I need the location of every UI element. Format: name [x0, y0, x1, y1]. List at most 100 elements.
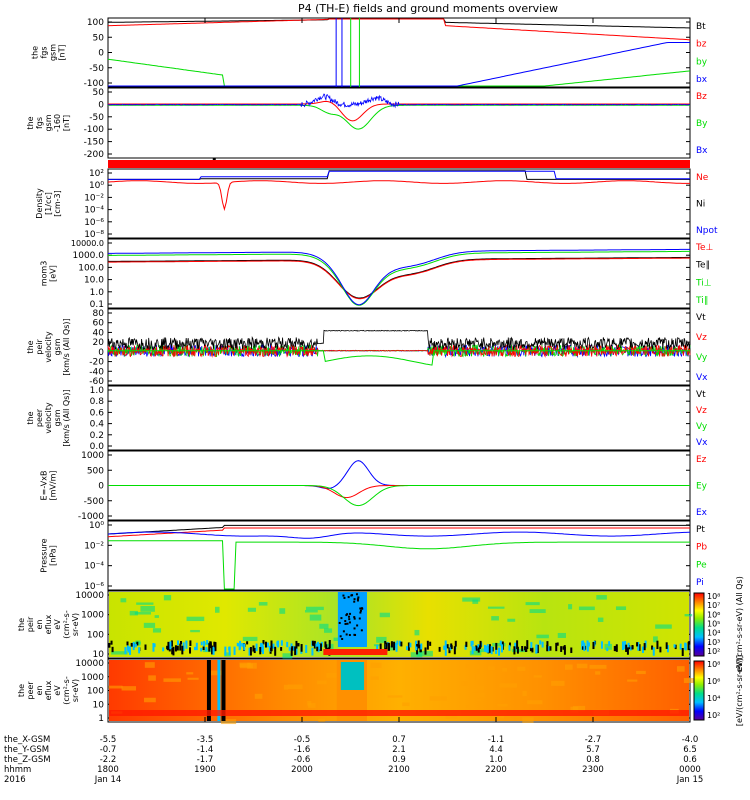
series-ti	[108, 250, 690, 306]
spectrogram-cell	[167, 641, 170, 650]
spectrogram-cell	[262, 640, 265, 645]
spectrogram-band	[337, 592, 367, 647]
spectrogram-cell	[344, 622, 347, 625]
legend-entry: Ez	[696, 455, 707, 465]
tick-label: 0.4	[90, 420, 105, 430]
tick-label: 1000	[81, 611, 104, 621]
spectrogram-cell	[342, 630, 345, 633]
spectrogram-cell	[429, 696, 447, 701]
x-value: 0.9	[392, 755, 406, 765]
spectrogram-cell	[189, 647, 192, 654]
x-row-label: 2016	[4, 775, 26, 785]
spectrogram-cell	[652, 647, 655, 656]
y-axis-label: Density [1/cc] [cm-3]	[35, 188, 62, 219]
spectrogram-cell	[450, 643, 453, 648]
spectrogram-cell	[209, 643, 212, 649]
spectrogram-cell	[629, 646, 632, 651]
spectrogram-cell	[529, 609, 546, 614]
legend-entry: bx	[696, 75, 708, 85]
series-te-perp	[108, 257, 690, 300]
spectrogram-cell	[203, 640, 206, 647]
tick-label: 0.1	[90, 300, 104, 310]
colorbar-tick: 10⁴	[707, 629, 720, 638]
spectrogram-cell	[353, 617, 356, 620]
spectrogram-cell	[556, 642, 559, 646]
spectrogram-cell	[174, 645, 177, 652]
spectrogram-cell	[438, 646, 441, 652]
spectrogram-cell	[454, 640, 457, 647]
legend-entry: Ne	[696, 173, 709, 183]
spectrogram-cell	[209, 670, 223, 676]
spectrogram-cell	[387, 642, 390, 651]
spectrogram-cell	[253, 647, 256, 654]
spectrogram-cell	[346, 622, 349, 625]
spectrogram-cell	[300, 644, 303, 652]
spectrogram-cell	[268, 645, 271, 652]
spectrogram-cell	[214, 642, 217, 648]
spectrogram-cell	[666, 645, 669, 653]
x-value: -2.2	[100, 755, 117, 765]
y-label-line: the	[26, 411, 35, 424]
spectrogram-cell	[356, 598, 359, 601]
spectrogram-cell	[324, 641, 327, 648]
tick-label: 10⁻²	[84, 193, 104, 203]
y-label-line: (cm²-s-	[62, 610, 71, 639]
spectrogram-cell	[261, 643, 264, 647]
colorbar-scale	[693, 592, 705, 657]
spectrogram-cell	[615, 644, 618, 652]
colorbar-label: eV/(cm²-s-sr-eV) (All Qs)	[735, 576, 744, 673]
spectrogram-cell	[491, 616, 499, 621]
tick-label: 40	[93, 328, 105, 338]
legend-entry: Pt	[696, 525, 705, 535]
spectrogram-cell	[143, 622, 156, 628]
colorbar-tick: 10⁴	[707, 694, 720, 703]
spectrogram-cell	[120, 598, 127, 603]
tick-label: 10000.0	[71, 239, 104, 248]
spectrogram-cell	[615, 606, 627, 611]
legend-entry: By	[696, 119, 708, 129]
spectrogram-cell	[546, 644, 549, 652]
spectrogram-cell	[348, 634, 351, 637]
series-ey	[108, 485, 690, 507]
spectrogram-cell	[679, 643, 682, 650]
panel-density: 10² 10⁰ 10⁻² 10⁻⁴ 10⁻⁶ 10⁻⁸ Density [1/cc] [cm-3…	[35, 168, 718, 240]
y-label-line: eV	[53, 619, 62, 630]
legend-entry: Vx	[696, 373, 708, 383]
spectrogram-cell	[471, 692, 485, 698]
spectrogram-cell	[370, 676, 379, 680]
legend-entry: Bz	[696, 92, 707, 102]
spectrogram-cell	[400, 641, 403, 647]
tick-label: -60	[89, 377, 104, 387]
spectrogram-cell	[627, 679, 638, 682]
spectrogram-cell	[172, 646, 175, 656]
spectrogram-background	[109, 592, 689, 657]
tick-label: 10⁻⁶	[84, 218, 104, 228]
spectrogram-cell	[294, 646, 297, 656]
tick-label: 0	[98, 49, 104, 59]
spectrogram-cell	[311, 647, 314, 656]
tick-label: 10	[93, 700, 105, 710]
panel-frame	[107, 168, 691, 239]
spectrogram-cell	[621, 641, 624, 651]
spectrogram-cell	[596, 595, 607, 600]
series-ez	[108, 485, 690, 499]
spectrogram-cell	[166, 646, 169, 651]
spectrogram-cell	[573, 705, 586, 712]
spectrogram-cell	[492, 642, 506, 647]
spectrogram-cell	[186, 616, 205, 622]
y-label-line: the	[17, 618, 26, 631]
spectrogram-cell	[313, 640, 316, 649]
spectrogram-cell	[359, 609, 362, 612]
spectrogram-cell	[546, 641, 549, 646]
spectrogram-cell	[124, 647, 127, 655]
tick-label: 10⁰	[89, 181, 104, 191]
spectrogram-cell	[353, 627, 356, 630]
x-value: -1.4	[197, 745, 214, 755]
spectrogram-cell	[443, 645, 446, 650]
spectrogram-cell	[312, 642, 315, 646]
legend-entry: Vy	[696, 422, 708, 432]
spectrogram-cell	[593, 641, 596, 647]
spectrogram-cell	[236, 642, 239, 647]
spectrogram-cell	[152, 628, 162, 633]
colorbar-tick: 10⁷	[707, 601, 720, 610]
